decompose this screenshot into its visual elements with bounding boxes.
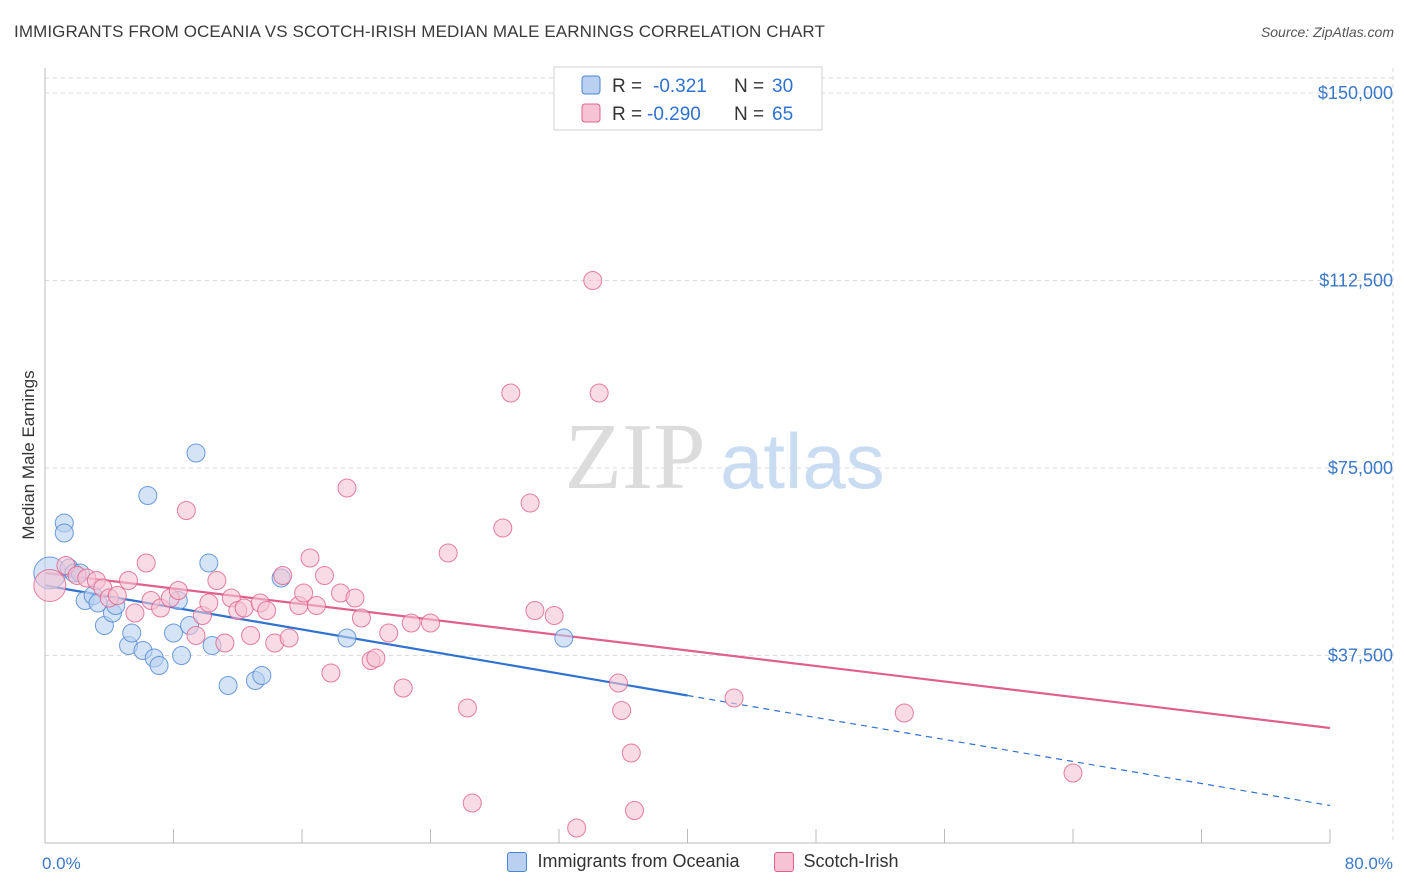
point-oceania [199, 553, 219, 573]
legend-n-label: N = [734, 76, 764, 97]
point-scotch-irish [234, 598, 254, 618]
point-oceania [164, 623, 183, 643]
point-scotch-irish [351, 608, 371, 628]
point-scotch-irish [125, 603, 145, 623]
point-scotch-irish [401, 613, 421, 633]
point-scotch-irish [314, 566, 334, 585]
point-oceania [172, 646, 192, 665]
legend-swatch-blue [507, 851, 528, 872]
legend-swatch-blue [581, 75, 601, 95]
legend-swatch-pink [773, 851, 794, 872]
point-scotch-irish [306, 596, 326, 615]
point-scotch-irish [438, 543, 458, 563]
trend-line-oceania-extension [687, 694, 1331, 807]
legend-r-label: R = [612, 104, 642, 125]
point-scotch-irish [393, 678, 413, 698]
point-scotch-irish [608, 673, 628, 693]
point-scotch-irish [136, 553, 156, 573]
source-label: Source: ZipAtlas.com [1260, 24, 1394, 40]
point-oceania [186, 443, 206, 463]
legend-item-scotch-irish: Scotch-Irish [773, 851, 899, 872]
watermark-zip: ZIP [565, 405, 706, 509]
point-scotch-irish [186, 626, 206, 645]
data-points [33, 271, 1083, 838]
point-oceania [218, 676, 238, 695]
point-scotch-irish [583, 271, 603, 290]
point-scotch-irish [33, 569, 67, 602]
grid-lines [45, 68, 1394, 843]
point-scotch-irish [525, 601, 545, 620]
y-axis-label: Median Male Earnings [19, 370, 38, 539]
correlation-legend: R = -0.321 N = 30 R = -0.290 N = 65 [553, 66, 823, 131]
point-scotch-irish [501, 383, 521, 403]
watermark-atlas: atlas [720, 417, 885, 505]
point-scotch-irish [462, 793, 482, 813]
legend-r-label: R = [612, 76, 642, 97]
point-scotch-irish [207, 571, 227, 590]
point-scotch-irish [337, 478, 357, 498]
point-scotch-irish [273, 566, 293, 585]
point-scotch-irish [215, 633, 235, 653]
legend-n-label: N = [734, 104, 764, 125]
point-scotch-irish [612, 701, 632, 720]
x-max-label: 80.0% [1345, 854, 1393, 873]
legend-swatch-pink [581, 103, 601, 123]
point-scotch-irish [493, 518, 513, 538]
point-scotch-irish [241, 626, 261, 645]
legend-n-value: 30 [772, 76, 793, 97]
point-oceania [149, 656, 169, 675]
y-tick-label: $112,500 [1319, 271, 1393, 291]
point-scotch-irish [321, 663, 341, 683]
point-scotch-irish [366, 648, 386, 668]
point-scotch-irish [589, 383, 609, 403]
y-tick-label: $75,000 [1328, 458, 1393, 478]
point-scotch-irish [300, 548, 320, 568]
y-tick-label: $150,000 [1318, 83, 1393, 103]
legend-label-oceania: Immigrants from Oceania [537, 851, 740, 871]
point-oceania [337, 628, 357, 648]
point-scotch-irish [621, 743, 641, 763]
point-scotch-irish [279, 628, 299, 648]
point-scotch-irish [544, 606, 564, 625]
point-scotch-irish [199, 593, 219, 613]
point-oceania [122, 623, 142, 643]
point-scotch-irish [168, 581, 188, 600]
point-scotch-irish [379, 623, 399, 643]
point-scotch-irish [257, 601, 277, 620]
point-scotch-irish [624, 801, 644, 820]
chart-title: IMMIGRANTS FROM OCEANIA VS SCOTCH-IRISH … [14, 22, 825, 41]
point-scotch-irish [119, 571, 139, 590]
legend-n-value: 65 [772, 104, 793, 125]
legend-r-value: -0.290 [647, 104, 701, 125]
point-scotch-irish [457, 698, 477, 718]
y-tick-label: $37,500 [1328, 646, 1393, 666]
legend-item-oceania: Immigrants from Oceania [507, 851, 740, 872]
point-scotch-irish [567, 818, 587, 838]
point-scotch-irish [421, 613, 440, 633]
legend-label-scotch-irish: Scotch-Irish [803, 851, 899, 871]
point-scotch-irish [345, 588, 365, 608]
axes [44, 68, 1331, 844]
point-oceania [252, 666, 272, 685]
x-min-label: 0.0% [42, 854, 81, 873]
point-oceania [138, 486, 158, 505]
point-scotch-irish [894, 703, 914, 723]
point-oceania [554, 628, 574, 648]
point-scotch-irish [724, 688, 744, 708]
point-scotch-irish [1063, 763, 1083, 783]
series-legend: Immigrants from Oceania Scotch-Irish [0, 851, 1406, 872]
point-scotch-irish [294, 583, 314, 603]
point-scotch-irish [520, 493, 540, 513]
point-scotch-irish [107, 586, 127, 605]
trend-line-oceania [44, 584, 688, 697]
legend-r-value: -0.321 [653, 76, 707, 97]
point-oceania [54, 523, 74, 543]
tick-labels: $37,500 $75,000 $112,500 $150,000 [1318, 83, 1393, 666]
point-scotch-irish [176, 501, 196, 520]
